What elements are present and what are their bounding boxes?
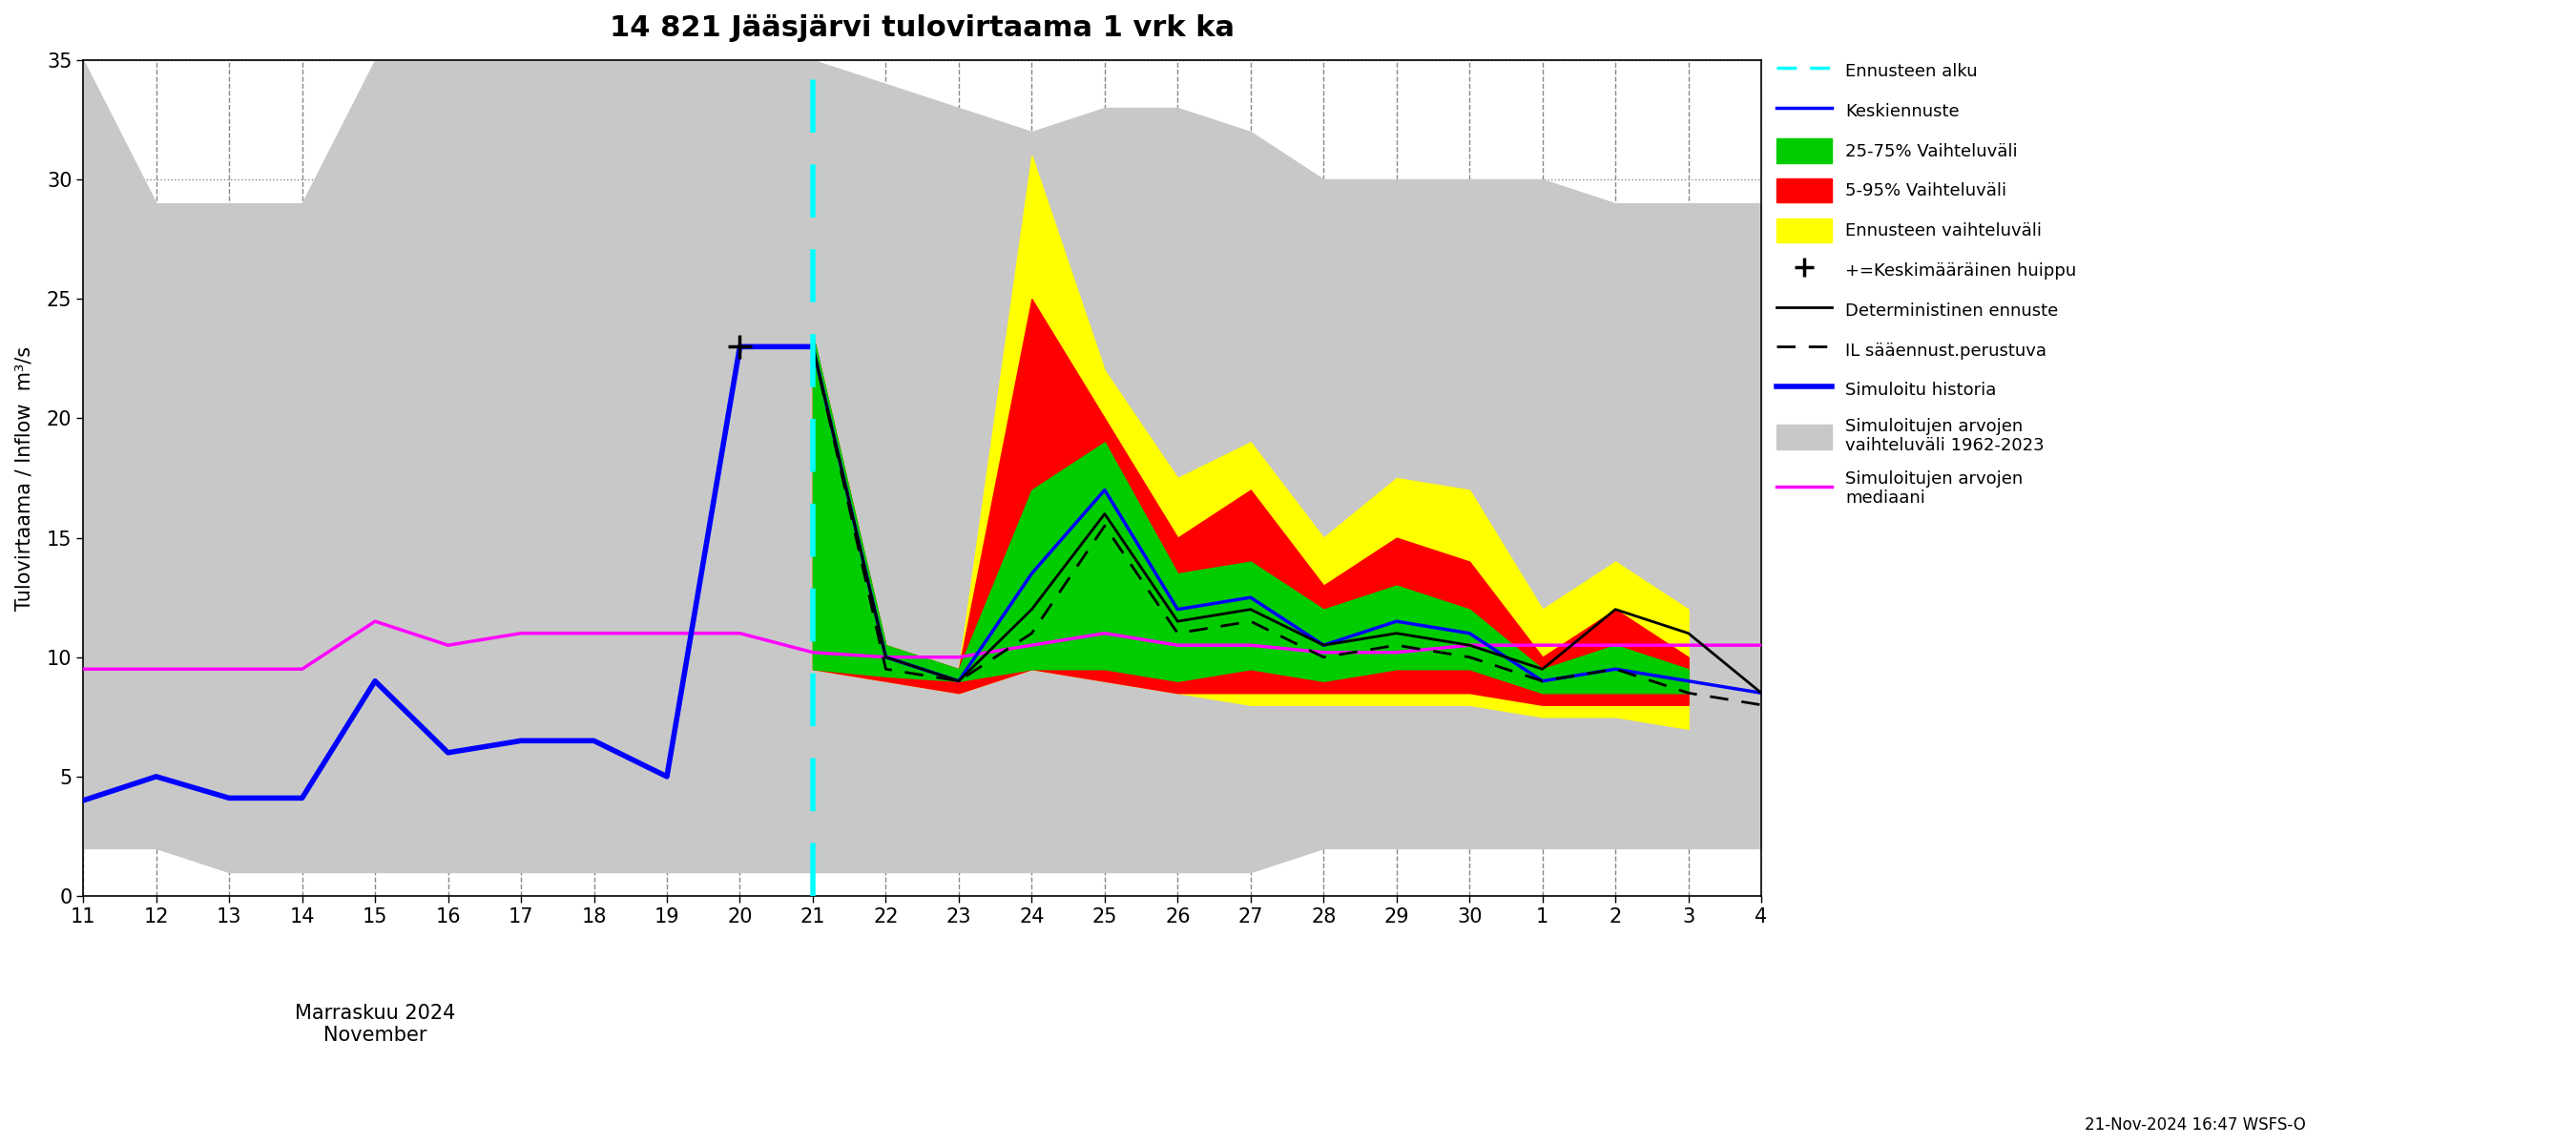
Y-axis label: Tulovirtaama / Inflow  m³/s: Tulovirtaama / Inflow m³/s (15, 346, 33, 610)
Title: 14 821 Jääsjärvi tulovirtaama 1 vrk ka: 14 821 Jääsjärvi tulovirtaama 1 vrk ka (611, 14, 1234, 42)
Text: 21-Nov-2024 16:47 WSFS-O: 21-Nov-2024 16:47 WSFS-O (2084, 1116, 2306, 1134)
Legend: Ennusteen alku, Keskiennuste, 25-75% Vaihteluväli, 5-95% Vaihteluväli, Ennusteen: Ennusteen alku, Keskiennuste, 25-75% Vai… (1770, 52, 2084, 514)
Text: Marraskuu 2024
November: Marraskuu 2024 November (294, 1003, 456, 1044)
